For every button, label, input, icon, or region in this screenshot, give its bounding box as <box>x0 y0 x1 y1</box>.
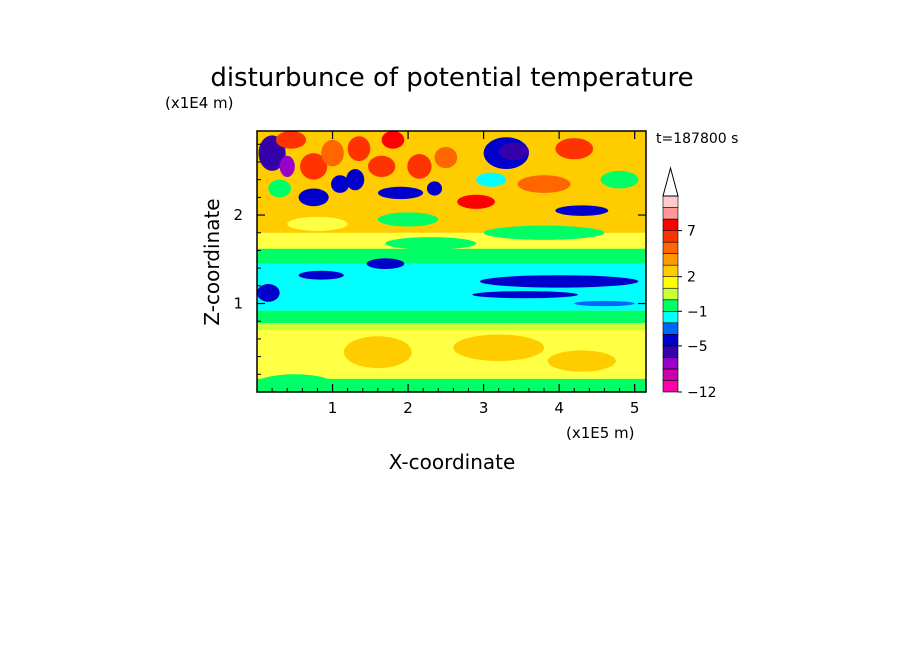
contour-band <box>257 310 646 323</box>
contour-cell <box>368 155 396 178</box>
x-tick-label: 5 <box>630 399 640 417</box>
contour-cell <box>279 155 295 178</box>
contour-cell <box>574 300 635 307</box>
colorbar-cell <box>662 230 679 243</box>
plot-frame <box>256 130 647 393</box>
contour-cell <box>287 216 348 231</box>
contour-cell <box>298 270 344 280</box>
colorbar-cell <box>662 310 679 324</box>
x-unit-label: (x1E5 m) <box>566 424 635 442</box>
contour-cell <box>407 154 432 179</box>
contour-cell <box>517 175 571 193</box>
colorbar-cell <box>662 195 679 208</box>
x-tick-label: 3 <box>479 399 489 417</box>
colorbar-cell <box>662 334 679 347</box>
contour-cell <box>600 170 639 189</box>
x-axis-label: X-coordinate <box>389 450 516 474</box>
contour-cell <box>268 179 291 198</box>
contour-cell <box>457 194 495 209</box>
contour-cell <box>346 169 365 191</box>
contour-field <box>257 131 646 392</box>
colorbar-label: −5 <box>687 339 708 355</box>
contour-cell <box>347 136 371 162</box>
colorbar-cell <box>662 322 679 335</box>
y-tick-label: 2 <box>233 206 243 224</box>
time-label: t=187800 s <box>656 131 738 147</box>
colorbar-cell <box>662 218 679 231</box>
contour-cell <box>426 181 443 196</box>
contour-cell <box>257 374 333 392</box>
y-tick-label: 1 <box>233 295 243 313</box>
contour-cell <box>476 172 507 187</box>
y-axis-ticks: 12 <box>233 143 646 375</box>
contour-cell <box>257 284 280 302</box>
colorbar-cell <box>662 207 679 220</box>
colorbar-cell <box>662 299 679 312</box>
contour-cell <box>321 139 344 167</box>
contour-cell <box>377 212 439 227</box>
contour-cell <box>275 131 307 149</box>
chart-title: disturbunce of potential temperature <box>210 63 693 93</box>
contour-cell <box>300 153 328 180</box>
contour-cell <box>343 336 412 369</box>
contour-band <box>257 378 646 392</box>
colorbar-label: 7 <box>687 224 696 240</box>
contour-cell <box>377 186 424 200</box>
contour-cell <box>298 188 329 207</box>
colorbar-cell <box>662 287 679 301</box>
colorbar-cell <box>662 357 679 370</box>
contour-cell <box>331 175 350 193</box>
contour-cell <box>547 350 616 372</box>
colorbar-cell <box>662 253 679 266</box>
contour-band <box>257 322 646 331</box>
colorbar-label: −1 <box>687 304 708 320</box>
colorbar-label: −12 <box>687 385 717 401</box>
contour-cell <box>472 291 579 299</box>
contour-cell <box>483 225 605 240</box>
colorbar-cell <box>662 345 679 358</box>
x-tick-label: 4 <box>554 399 564 417</box>
y-axis-label: Z-coordinate <box>200 198 224 325</box>
contour-band <box>257 248 646 264</box>
field-blobs <box>257 131 639 392</box>
contour-cell <box>453 334 545 362</box>
colorbar-cell <box>662 241 679 254</box>
contour-cell <box>479 275 639 288</box>
colorbar-cell <box>662 380 679 393</box>
colorbar: 7 2 −1 −5 −12 <box>662 166 717 401</box>
colorbar-cell <box>662 276 679 289</box>
y-unit-label: (x1E4 m) <box>165 94 234 112</box>
contour-cell <box>385 237 477 250</box>
colorbar-cell <box>662 368 679 381</box>
x-tick-label: 1 <box>328 399 338 417</box>
contour-cell <box>366 258 405 270</box>
colorbar-label: 2 <box>687 270 696 286</box>
x-axis-ticks: 1 2 3 4 5 <box>271 131 640 417</box>
contour-cell <box>381 131 405 149</box>
contour-cell <box>555 138 594 160</box>
contour-cell <box>434 146 458 169</box>
colorbar-arrow <box>662 166 679 197</box>
x-tick-label: 2 <box>403 399 413 417</box>
colorbar-cell <box>662 264 679 278</box>
contour-cell <box>555 205 609 216</box>
contour-cell <box>498 142 529 161</box>
